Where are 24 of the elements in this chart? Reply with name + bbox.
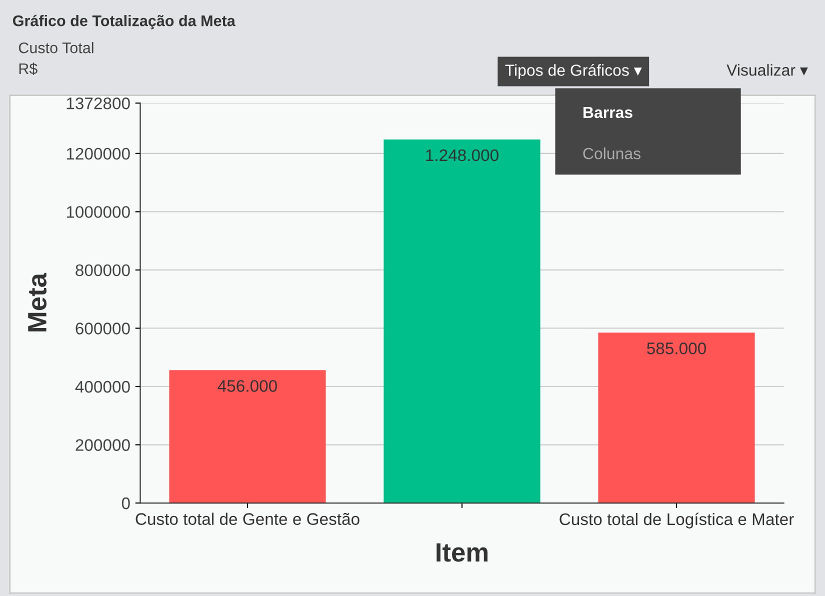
y-tick-label: 400000 bbox=[75, 380, 130, 393]
data-label: 1.248.000 bbox=[426, 149, 498, 162]
data-label: 456.000 bbox=[218, 380, 277, 392]
bar bbox=[598, 332, 755, 504]
y-tick-label: 1000000 bbox=[66, 206, 130, 218]
annotation: Colunas bbox=[583, 148, 640, 160]
data-label: 585.000 bbox=[647, 342, 706, 354]
x-tick-label: Custo total de Gente e Gestão bbox=[136, 512, 360, 525]
annotation: Barras bbox=[584, 106, 632, 118]
bar bbox=[169, 370, 326, 504]
text: Tipos de Gráficos ▾ bbox=[505, 64, 642, 80]
y-tick-label: 800000 bbox=[76, 264, 130, 276]
y-tick-label: 0 bbox=[122, 497, 130, 510]
x-tick-label: Custo total de Logística e Mater bbox=[560, 512, 794, 528]
chart-title: Gráfico de Totalização da Meta bbox=[13, 14, 236, 30]
y-tick-label: 1200000 bbox=[66, 148, 130, 160]
y-tick-label: 1372800 bbox=[66, 98, 130, 110]
x-axis-title: Item bbox=[436, 543, 488, 562]
y-tick-label: 200000 bbox=[76, 439, 130, 451]
y-tick-label: 600000 bbox=[76, 322, 130, 334]
bar bbox=[384, 139, 540, 504]
text: Visualizar ▾ bbox=[726, 64, 808, 76]
chart-subtitle: Custo Total R$ bbox=[18, 42, 94, 76]
y-axis-title: Meta bbox=[28, 272, 47, 332]
